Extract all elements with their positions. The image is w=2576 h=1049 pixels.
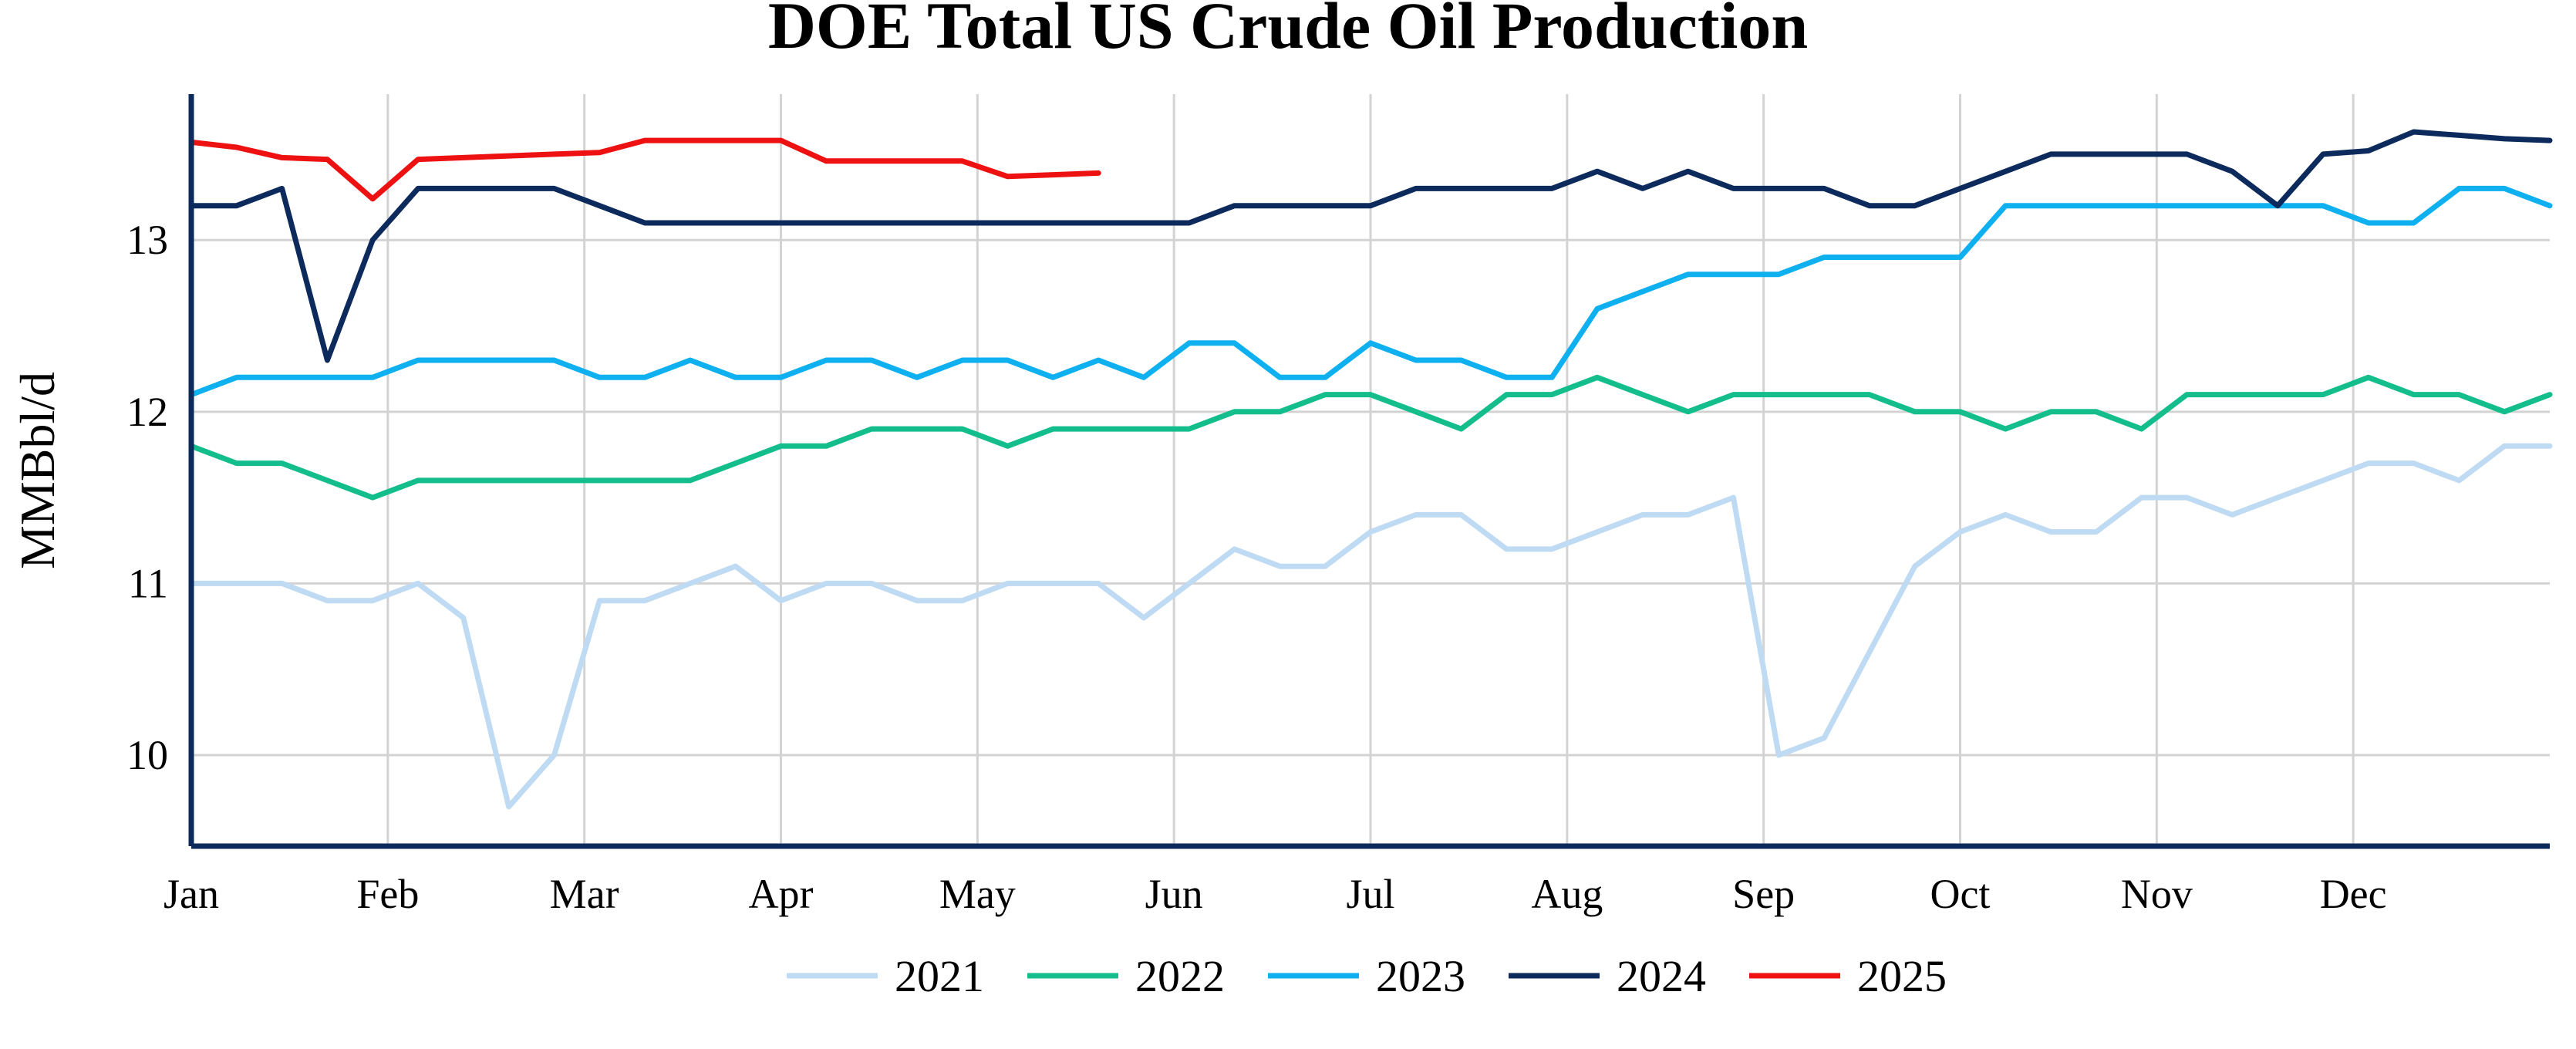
x-tick-label: Apr [749, 871, 814, 917]
x-tick-label: Feb [356, 871, 419, 917]
series-line-2021 [188, 443, 2553, 810]
x-tick-label: Mar [550, 871, 619, 917]
y-tick-label: 11 [128, 560, 168, 606]
y-tick-label: 10 [126, 732, 168, 778]
plot-lines [188, 129, 2553, 810]
axes [188, 94, 2550, 849]
x-tick-label: Jan [164, 871, 219, 917]
x-tick-label: May [939, 871, 1016, 917]
x-tick-label: Jun [1145, 871, 1203, 917]
chart-title: DOE Total US Crude Oil Production [768, 0, 1808, 62]
y-axis-label: MMBbl/d [10, 372, 65, 569]
y-tick-label: 13 [126, 217, 168, 263]
legend-label: 2024 [1617, 951, 1706, 1001]
y-tick-labels: 10 11 12 13 [126, 217, 168, 778]
series-line-2022 [188, 374, 2553, 501]
x-tick-label: Jul [1346, 871, 1394, 917]
x-tick-label: Dec [2320, 871, 2387, 917]
x-tick-label: Oct [1930, 871, 1991, 917]
x-tick-label: Nov [2121, 871, 2193, 917]
series-line-2025 [188, 137, 1101, 202]
x-tick-labels: Jan Feb Mar Apr May Jun Jul Aug Sep Oct Nov Dec [164, 871, 2387, 917]
x-tick-label: Aug [1531, 871, 1603, 917]
legend: 2021 2022 2023 2024 2025 [787, 951, 1947, 1001]
series-line-2024 [188, 129, 2553, 363]
x-tick-label: Sep [1732, 871, 1795, 917]
legend-label: 2023 [1376, 951, 1465, 1001]
legend-label: 2025 [1857, 951, 1947, 1001]
legend-label: 2021 [895, 951, 984, 1001]
y-tick-label: 12 [126, 389, 168, 435]
legend-label: 2022 [1135, 951, 1225, 1001]
series-line-2023 [188, 185, 2553, 398]
